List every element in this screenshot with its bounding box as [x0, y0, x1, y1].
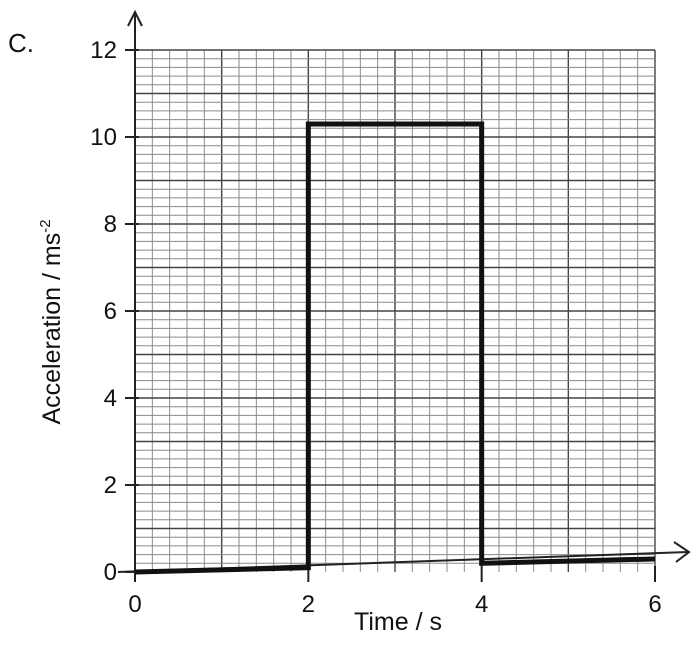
acceleration-series-line [134, 121, 656, 575]
y-tick-label: 8 [104, 211, 117, 238]
y-axis-title-text: Acceleration / ms [38, 233, 66, 425]
y-tick-label: 12 [90, 37, 117, 64]
grid [135, 49, 656, 572]
data-series [134, 121, 656, 575]
y-axis-arrow [127, 9, 143, 27]
y-tick-label: 0 [104, 559, 117, 586]
x-axis-arrow [673, 541, 691, 563]
y-axis-title-superscript: -2 [37, 219, 54, 232]
x-tick-label: 0 [128, 591, 141, 618]
x-tick-label: 4 [475, 591, 488, 618]
y-tick-label: 2 [104, 472, 117, 499]
x-tick-label: 2 [302, 591, 315, 618]
y-axis-title: Acceleration / ms-2 [37, 219, 66, 424]
x-tick-label: 6 [648, 591, 661, 618]
question-label: C. [8, 28, 34, 58]
y-tick-label: 4 [104, 385, 117, 412]
y-tick-label: 10 [90, 124, 117, 151]
y-tick-label: 6 [104, 298, 117, 325]
x-tick-labels: 0 2 4 6 [128, 591, 661, 618]
y-tick-labels: 0 2 4 6 8 10 12 [90, 37, 117, 586]
tick-marks [125, 49, 656, 582]
x-axis-title: Time / s [354, 608, 442, 636]
